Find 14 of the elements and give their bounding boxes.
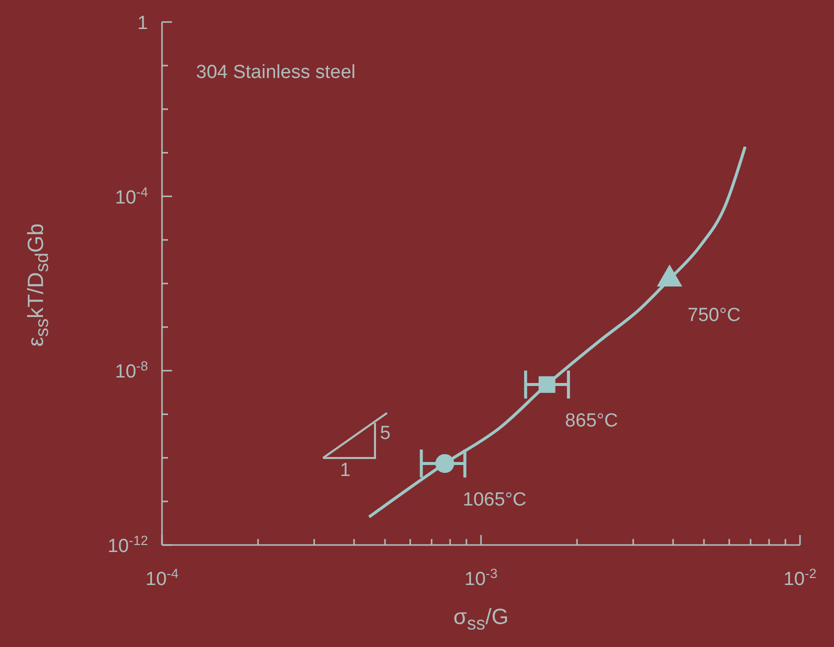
y-tick-label: 10$^{-4}$ xyxy=(115,184,148,208)
x-tick-label: 10$^{-2}$ xyxy=(784,566,816,590)
y-tick-label: 10$^{-12}$ xyxy=(108,532,148,557)
annotation: 5 xyxy=(380,423,391,445)
x-axis-title: σ$_{ss}$/G xyxy=(453,604,509,634)
annotation: 1065°C xyxy=(462,490,526,511)
annotation: 304 Stainless steel xyxy=(196,62,356,84)
y-tick-label: 10$^{-8}$ xyxy=(115,358,148,383)
annotation: 1 xyxy=(340,460,351,482)
annotation: 865°C xyxy=(564,410,618,432)
x-tick-label: 10$^{-4}$ xyxy=(146,566,178,590)
x-tick-label: 10$^{-3}$ xyxy=(464,566,498,590)
y-tick-label: 1 xyxy=(137,13,148,34)
annotation: 750°C xyxy=(688,305,741,326)
